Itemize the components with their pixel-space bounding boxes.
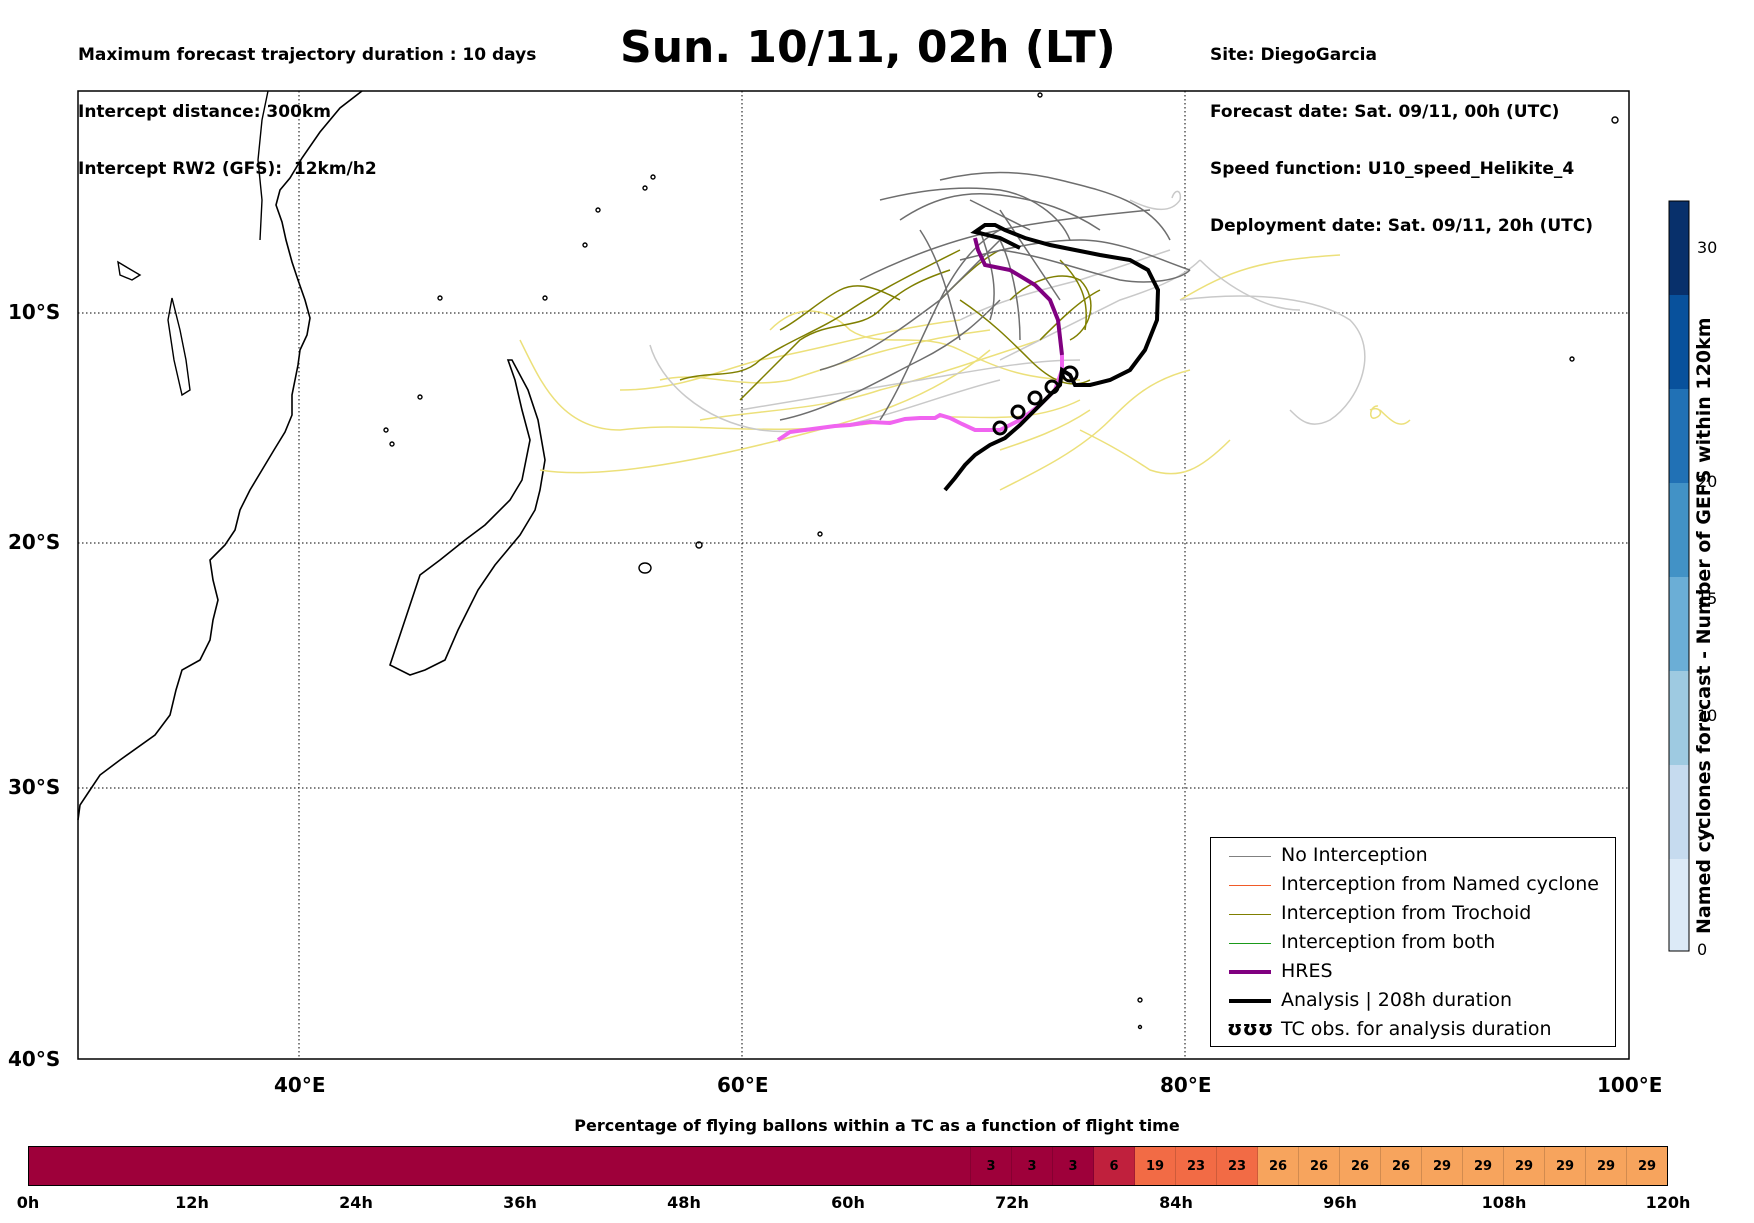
map-legend: No Interception Interception from Named … xyxy=(1210,837,1616,1047)
lon-label-80e: 80°E xyxy=(1160,1073,1212,1097)
bar-cell: 29 xyxy=(1627,1146,1668,1186)
time-label: 48h xyxy=(667,1193,701,1212)
hres-track-dark xyxy=(973,237,1064,356)
legend-label: Interception from Trochoid xyxy=(1281,902,1532,924)
colorbar xyxy=(1668,200,1690,952)
legend-label: No Interception xyxy=(1281,844,1428,866)
bar-cell: 26 xyxy=(1381,1146,1422,1186)
madagascar-coastline xyxy=(389,359,546,676)
bar-cell: 26 xyxy=(1340,1146,1381,1186)
legend-item-named-cyclone: Interception from Named cyclone xyxy=(1219,871,1615,900)
trajectories-grey xyxy=(779,171,1191,421)
time-label: 24h xyxy=(339,1193,373,1212)
speed-function-line: Speed function: U10_speed_Helikite_4 xyxy=(1210,159,1575,179)
lat-label-30s: 30°S xyxy=(8,775,61,799)
time-label: 36h xyxy=(503,1193,537,1212)
settings-line-duration: Maximum forecast trajectory duration : 1… xyxy=(78,45,537,65)
lat-label-40s: 40°S xyxy=(8,1047,61,1071)
legend-item-hres: HRES xyxy=(1219,958,1615,987)
bar-cell: 26 xyxy=(1258,1146,1299,1186)
legend-label: Interception from both xyxy=(1281,931,1496,953)
bar-cell: 3 xyxy=(1053,1146,1094,1186)
map-gridlines xyxy=(78,91,1629,1059)
map-frame xyxy=(77,90,1630,1060)
analysis-track xyxy=(943,223,1161,492)
bar-cell: 23 xyxy=(1217,1146,1258,1186)
bar-cell: 29 xyxy=(1586,1146,1627,1186)
colorbar-tick: 5 xyxy=(1697,823,1708,842)
settings-line-intercept: Intercept RW2 (GFS): 12km/h2 xyxy=(78,159,377,179)
legend-item-tc-obs: ʊʊʊ TC obs. for analysis duration xyxy=(1219,1016,1615,1045)
lon-label-60e: 60°E xyxy=(717,1073,769,1097)
colorbar-tick: 0 xyxy=(1697,940,1708,959)
site-info-text: Site: DiegoGarcia Forecast date: Sat. 09… xyxy=(1210,8,1593,255)
time-label: 120h xyxy=(1645,1193,1691,1212)
time-label: 0h xyxy=(16,1193,40,1212)
lake-coastline xyxy=(167,297,191,397)
trajectories-yellow xyxy=(519,254,1411,491)
site-line: Site: DiegoGarcia xyxy=(1210,45,1377,65)
tc-obs-icon: ʊʊʊ xyxy=(1227,1016,1274,1040)
legend-line-orange xyxy=(1229,885,1271,886)
bar-frame xyxy=(28,1146,1668,1186)
bar-cell: 29 xyxy=(1422,1146,1463,1186)
legend-label: TC obs. for analysis duration xyxy=(1281,1018,1552,1040)
horn-coastline xyxy=(257,90,269,241)
bar-title: Percentage of flying ballons within a TC… xyxy=(574,1116,1180,1135)
time-label: 60h xyxy=(831,1193,865,1212)
legend-line-grey xyxy=(1229,856,1271,857)
page-title: Sun. 10/11, 02h (LT) xyxy=(620,22,1116,73)
legend-item-analysis: Analysis | 208h duration xyxy=(1219,987,1615,1016)
bar-cell: 3 xyxy=(1012,1146,1053,1186)
forecast-date-line: Forecast date: Sat. 09/11, 00h (UTC) xyxy=(1210,102,1560,122)
legend-label: Analysis | 208h duration xyxy=(1281,989,1513,1011)
colorbar-tick: 20 xyxy=(1697,472,1718,491)
lake-coastline-2 xyxy=(117,260,142,281)
lat-label-20s: 20°S xyxy=(8,530,61,554)
bar-cell xyxy=(28,1146,971,1186)
bar-cell: 23 xyxy=(1176,1146,1217,1186)
time-label: 72h xyxy=(995,1193,1029,1212)
time-label: 108h xyxy=(1481,1193,1527,1212)
lon-label-100e: 100°E xyxy=(1597,1073,1663,1097)
time-label: 12h xyxy=(175,1193,209,1212)
colorbar-tick: 30 xyxy=(1697,238,1718,257)
bar-cell: 29 xyxy=(1545,1146,1586,1186)
tc-obs-loops xyxy=(992,365,1079,436)
lon-label-40e: 40°E xyxy=(274,1073,326,1097)
bar-cell: 6 xyxy=(1094,1146,1135,1186)
bar-cell: 26 xyxy=(1299,1146,1340,1186)
lat-label-10s: 10°S xyxy=(8,300,61,324)
legend-item-trochoid: Interception from Trochoid xyxy=(1219,900,1615,929)
bar-cell: 19 xyxy=(1135,1146,1176,1186)
legend-line-purple xyxy=(1229,970,1271,974)
legend-label: HRES xyxy=(1281,960,1333,982)
small-islands xyxy=(383,92,1619,1030)
legend-line-green xyxy=(1229,943,1271,944)
bar-cell: 29 xyxy=(1463,1146,1504,1186)
colorbar-tick: 10 xyxy=(1697,706,1718,725)
deployment-date-line: Deployment date: Sat. 09/11, 20h (UTC) xyxy=(1210,216,1594,236)
legend-line-black xyxy=(1229,999,1271,1003)
legend-item-both: Interception from both xyxy=(1219,929,1615,958)
legend-label: Interception from Named cyclone xyxy=(1281,873,1599,895)
africa-coastline xyxy=(77,90,363,821)
trajectories-lightgrey xyxy=(649,190,1366,433)
legend-item-no-interception: No Interception xyxy=(1219,842,1615,871)
bar-cell: 3 xyxy=(971,1146,1012,1186)
time-label: 84h xyxy=(1159,1193,1193,1212)
bar-cell: 29 xyxy=(1504,1146,1545,1186)
colorbar-tick: 15 xyxy=(1697,589,1718,608)
time-label: 96h xyxy=(1323,1193,1357,1212)
legend-line-olive xyxy=(1229,914,1271,915)
